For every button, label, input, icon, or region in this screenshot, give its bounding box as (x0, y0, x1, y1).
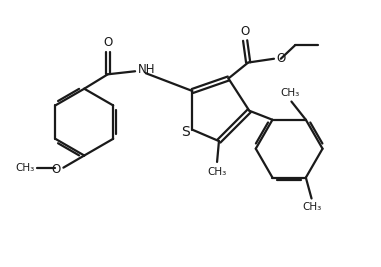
Text: CH₃: CH₃ (302, 202, 321, 212)
Text: CH₃: CH₃ (280, 88, 299, 98)
Text: S: S (181, 125, 190, 139)
Text: NH: NH (138, 63, 155, 76)
Text: O: O (51, 163, 60, 176)
Text: O: O (277, 52, 286, 65)
Text: O: O (103, 36, 112, 49)
Text: CH₃: CH₃ (207, 167, 227, 176)
Text: CH₃: CH₃ (16, 163, 35, 173)
Text: O: O (240, 25, 250, 37)
